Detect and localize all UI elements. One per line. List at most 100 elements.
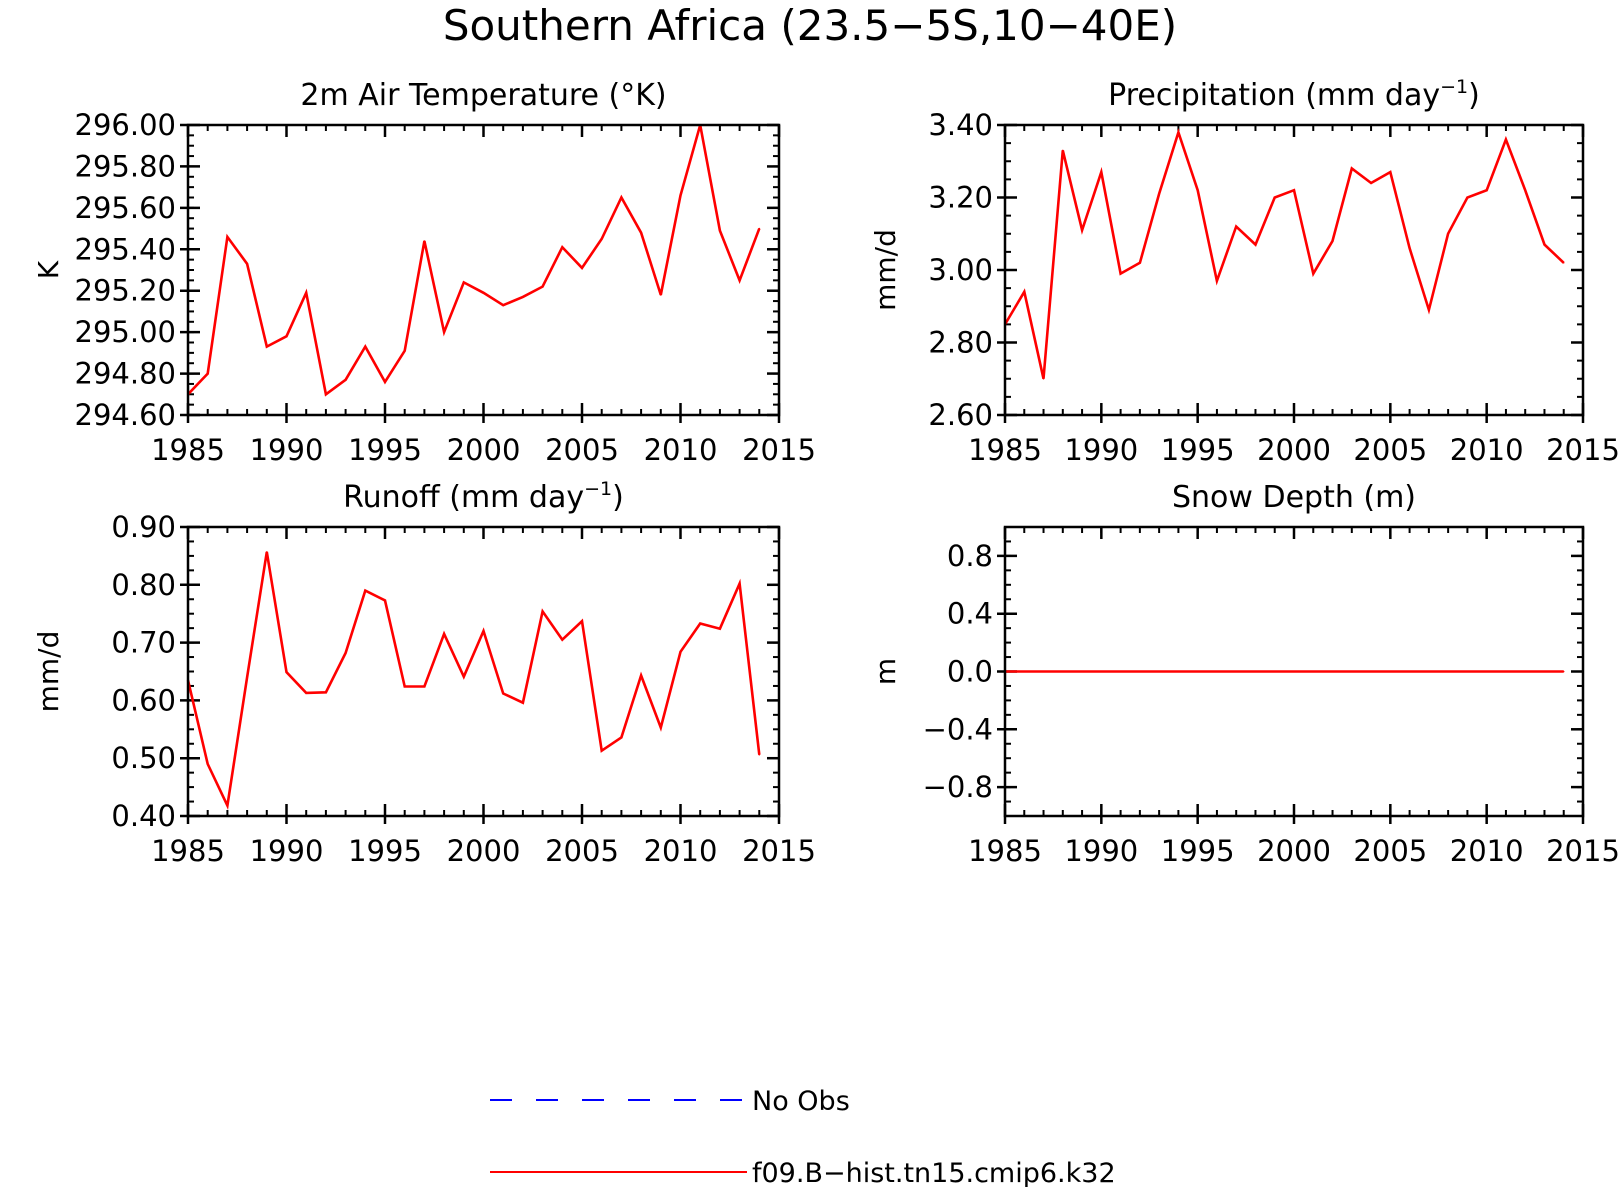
- data-point: [1543, 670, 1546, 673]
- x-tick-label: 1995: [348, 834, 422, 868]
- y-axis-label: K: [32, 260, 65, 279]
- data-point: [1216, 670, 1218, 673]
- data-point: [561, 246, 564, 248]
- data-point: [1273, 196, 1276, 199]
- panel-title: Runoff (mm day−1): [343, 478, 624, 515]
- data-point: [1235, 670, 1237, 673]
- data-point: [1524, 189, 1526, 191]
- x-tick-label: 2005: [545, 433, 619, 467]
- x-tick-label: 1995: [1161, 433, 1235, 467]
- series-line: [186, 551, 761, 810]
- data-point: [403, 350, 406, 352]
- data-point: [699, 622, 701, 625]
- data-point: [660, 726, 662, 729]
- data-point: [1389, 171, 1392, 173]
- data-point: [758, 227, 761, 230]
- data-point: [600, 238, 603, 240]
- x-tick-label: 1985: [151, 834, 225, 868]
- data-point: [1312, 272, 1315, 275]
- data-point: [423, 240, 426, 242]
- data-point: [1139, 262, 1141, 264]
- x-tick-label: 2005: [1353, 433, 1427, 467]
- data-point: [325, 691, 327, 694]
- data-point: [325, 393, 327, 396]
- data-point: [1119, 272, 1122, 275]
- x-tick-label: 2000: [447, 834, 521, 868]
- data-point: [738, 279, 741, 282]
- data-point: [206, 763, 209, 765]
- x-tick-label: 1990: [1064, 433, 1138, 467]
- data-point: [1235, 225, 1237, 228]
- data-point: [1273, 670, 1276, 673]
- data-point: [482, 630, 485, 632]
- x-tick-label: 1995: [1161, 834, 1235, 868]
- data-point: [1196, 189, 1199, 191]
- data-point: [1177, 131, 1180, 134]
- data-point: [305, 692, 308, 694]
- data-point: [1081, 229, 1083, 231]
- data-point: [1023, 291, 1026, 293]
- data-point: [1139, 670, 1141, 673]
- x-tick-label: 1990: [250, 433, 324, 467]
- data-point: [246, 263, 248, 265]
- y-tick-label: 295.40: [75, 232, 176, 266]
- data-point: [502, 692, 505, 695]
- data-point: [1466, 196, 1469, 199]
- data-point: [423, 685, 426, 688]
- y-tick-label: 0.80: [111, 568, 176, 602]
- data-point: [305, 292, 308, 294]
- x-tick-label: 1990: [250, 834, 324, 868]
- x-tick-label: 2015: [742, 834, 816, 868]
- y-tick-label: 0.90: [111, 510, 176, 544]
- data-point: [1447, 670, 1449, 673]
- data-point: [266, 345, 268, 348]
- data-point: [620, 196, 623, 199]
- y-tick-label: 0.50: [111, 741, 176, 775]
- panel-title: Precipitation (mm day−1): [1108, 76, 1480, 113]
- data-point: [1081, 670, 1083, 673]
- plot-frame: [1003, 123, 1585, 417]
- y-tick-label: 295.80: [75, 149, 176, 183]
- plot-frame: [186, 123, 781, 417]
- data-point: [344, 652, 347, 654]
- data-point: [1158, 193, 1160, 195]
- x-tick-label: 1985: [151, 433, 225, 467]
- series-line: [187, 124, 761, 397]
- data-point: [384, 381, 386, 383]
- y-tick-label: 0.4: [947, 597, 993, 631]
- y-axis-label: m: [869, 658, 902, 685]
- y-tick-label: −0.8: [923, 770, 993, 804]
- data-point: [1428, 309, 1430, 311]
- x-tick-label: 2015: [742, 433, 816, 467]
- data-point: [581, 620, 583, 622]
- y-tick-label: 2.60: [928, 398, 993, 432]
- y-tick-label: 0.60: [111, 683, 176, 717]
- data-point: [1042, 670, 1045, 673]
- data-point: [1100, 171, 1103, 173]
- y-tick-label: 3.40: [928, 108, 993, 142]
- chart-panel-1: 2m Air Temperature (°K) K 1985 1990 1995 2000…: [32, 78, 816, 467]
- data-point: [1562, 262, 1565, 264]
- data-point: [1505, 670, 1507, 673]
- y-tick-label: 296.00: [75, 108, 176, 142]
- data-point: [1119, 670, 1122, 673]
- legend: No Obs f09.B−hist.tn15.cmip6.k32: [490, 1086, 1116, 1187]
- data-point: [206, 372, 209, 375]
- data-point: [1331, 670, 1334, 673]
- data-point: [502, 304, 505, 307]
- data-point: [1100, 670, 1103, 673]
- data-point: [1216, 280, 1218, 282]
- data-point: [1312, 670, 1315, 673]
- data-point: [226, 236, 229, 238]
- data-point: [679, 194, 682, 197]
- data-point: [1524, 670, 1526, 673]
- data-point: [541, 285, 544, 288]
- data-point: [1254, 670, 1257, 673]
- y-tick-label: 3.00: [928, 253, 993, 287]
- legend-label: f09.B−hist.tn15.cmip6.k32: [752, 1158, 1116, 1187]
- y-tick-label: 295.00: [75, 315, 176, 349]
- panel-title: Snow Depth (m): [1172, 480, 1416, 515]
- y-tick-label: 3.20: [928, 181, 993, 215]
- data-point: [719, 229, 721, 232]
- data-point: [246, 676, 248, 679]
